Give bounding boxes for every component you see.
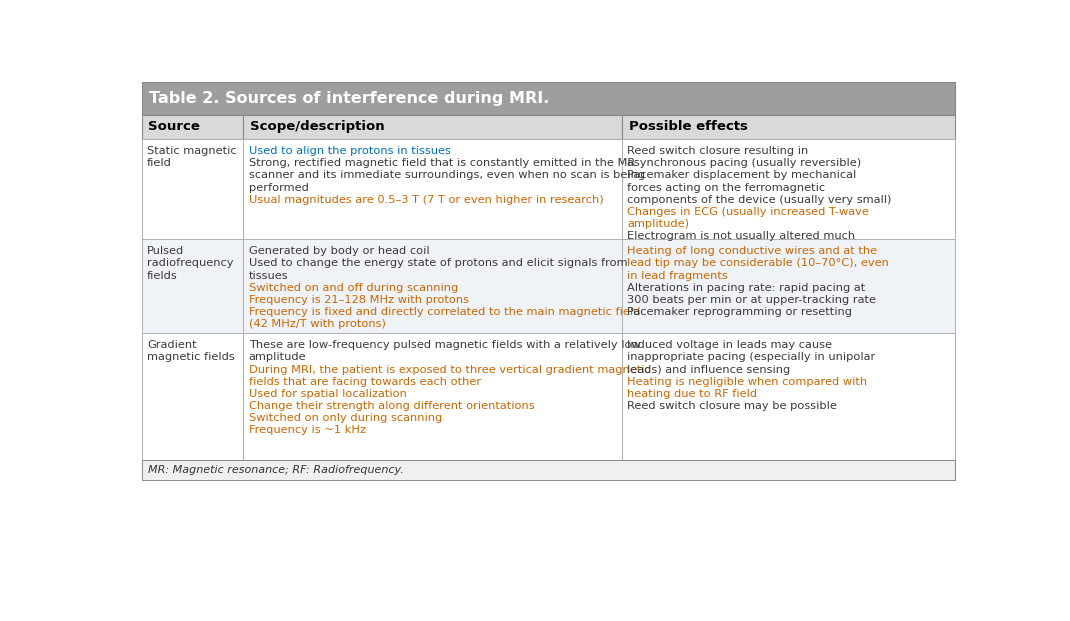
Bar bbox=[622, 333, 956, 460]
Text: Strong, rectified magnetic field that is constantly emitted in the MR: Strong, rectified magnetic field that is… bbox=[248, 158, 635, 168]
Text: forces acting on the ferromagnetic: forces acting on the ferromagnetic bbox=[627, 183, 825, 193]
Text: fields that are facing towards each other: fields that are facing towards each othe… bbox=[248, 377, 480, 387]
Text: Heating of long conductive wires and at the: Heating of long conductive wires and at … bbox=[627, 247, 877, 256]
Text: field: field bbox=[147, 158, 172, 168]
Text: 300 beats per min or at upper-tracking rate: 300 beats per min or at upper-tracking r… bbox=[627, 295, 876, 305]
Bar bbox=[243, 333, 622, 460]
Text: radiofrequency: radiofrequency bbox=[147, 258, 233, 268]
Text: in lead fragments: in lead fragments bbox=[627, 271, 728, 281]
Bar bbox=[141, 139, 243, 239]
Text: fields: fields bbox=[147, 271, 178, 281]
Text: Frequency is fixed and directly correlated to the main magnetic field: Frequency is fixed and directly correlat… bbox=[248, 307, 640, 317]
Text: During MRI, the patient is exposed to three vertical gradient magnetic: During MRI, the patient is exposed to th… bbox=[248, 365, 651, 374]
Text: Gradient: Gradient bbox=[147, 340, 197, 350]
Text: Pacemaker displacement by mechanical: Pacemaker displacement by mechanical bbox=[627, 170, 856, 181]
Text: Scope/description: Scope/description bbox=[250, 120, 385, 134]
Text: Usual magnitudes are 0.5–3 T (7 T or even higher in research): Usual magnitudes are 0.5–3 T (7 T or eve… bbox=[248, 195, 603, 205]
Text: Used to change the energy state of protons and elicit signals from: Used to change the energy state of proto… bbox=[248, 258, 627, 268]
Text: These are low-frequency pulsed magnetic fields with a relatively low: These are low-frequency pulsed magnetic … bbox=[248, 340, 640, 350]
Text: asynchronous pacing (usually reversible): asynchronous pacing (usually reversible) bbox=[627, 158, 861, 168]
Text: inappropriate pacing (especially in unipolar: inappropriate pacing (especially in unip… bbox=[627, 352, 875, 362]
Text: tissues: tissues bbox=[248, 271, 288, 281]
Bar bbox=[243, 139, 622, 239]
Bar bbox=[622, 114, 956, 139]
Text: Induced voltage in leads may cause: Induced voltage in leads may cause bbox=[627, 340, 832, 350]
Text: Frequency is ~1 kHz: Frequency is ~1 kHz bbox=[248, 425, 366, 435]
Bar bbox=[141, 114, 243, 139]
Text: heating due to RF field: heating due to RF field bbox=[627, 389, 758, 399]
Text: Used for spatial localization: Used for spatial localization bbox=[248, 389, 407, 399]
Text: components of the device (usually very small): components of the device (usually very s… bbox=[627, 195, 891, 205]
Text: Source: Source bbox=[149, 120, 200, 134]
Text: Reed switch closure may be possible: Reed switch closure may be possible bbox=[627, 401, 837, 411]
Text: Generated by body or head coil: Generated by body or head coil bbox=[248, 247, 429, 256]
Text: Change their strength along different orientations: Change their strength along different or… bbox=[248, 401, 534, 411]
Bar bbox=[243, 114, 622, 139]
Text: scanner and its immediate surroundings, even when no scan is being: scanner and its immediate surroundings, … bbox=[248, 170, 645, 181]
Text: Heating is negligible when compared with: Heating is negligible when compared with bbox=[627, 377, 867, 387]
Bar bbox=[622, 239, 956, 333]
Text: Possible effects: Possible effects bbox=[628, 120, 748, 134]
Text: Frequency is 21–128 MHz with protons: Frequency is 21–128 MHz with protons bbox=[248, 295, 469, 305]
Text: Changes in ECG (usually increased T-wave: Changes in ECG (usually increased T-wave bbox=[627, 207, 869, 217]
Text: performed: performed bbox=[248, 183, 308, 193]
Text: Switched on only during scanning: Switched on only during scanning bbox=[248, 413, 442, 423]
Text: MR: Magnetic resonance; RF: Radiofrequency.: MR: Magnetic resonance; RF: Radiofrequen… bbox=[149, 465, 404, 475]
Text: Alterations in pacing rate: rapid pacing at: Alterations in pacing rate: rapid pacing… bbox=[627, 283, 866, 292]
Text: lead tip may be considerable (10–70°C), even: lead tip may be considerable (10–70°C), … bbox=[627, 258, 889, 268]
Text: Electrogram is not usually altered much: Electrogram is not usually altered much bbox=[627, 231, 855, 242]
Text: leads) and influence sensing: leads) and influence sensing bbox=[627, 365, 791, 374]
Text: amplitude): amplitude) bbox=[627, 219, 689, 229]
Text: amplitude: amplitude bbox=[248, 352, 306, 362]
Text: Reed switch closure resulting in: Reed switch closure resulting in bbox=[627, 146, 808, 156]
Bar bbox=[141, 82, 956, 114]
Bar bbox=[141, 239, 243, 333]
Text: (42 MHz/T with protons): (42 MHz/T with protons) bbox=[248, 319, 385, 329]
Bar bbox=[622, 139, 956, 239]
Text: Pacemaker reprogramming or resetting: Pacemaker reprogramming or resetting bbox=[627, 307, 852, 317]
Bar bbox=[141, 333, 243, 460]
Text: Table 2. Sources of interference during MRI.: Table 2. Sources of interference during … bbox=[149, 91, 550, 106]
Bar bbox=[141, 460, 956, 480]
Text: Switched on and off during scanning: Switched on and off during scanning bbox=[248, 283, 458, 292]
Bar bbox=[243, 239, 622, 333]
Text: Pulsed: Pulsed bbox=[147, 247, 184, 256]
Text: Static magnetic: Static magnetic bbox=[147, 146, 236, 156]
Text: magnetic fields: magnetic fields bbox=[147, 352, 234, 362]
Text: Used to align the protons in tissues: Used to align the protons in tissues bbox=[248, 146, 450, 156]
